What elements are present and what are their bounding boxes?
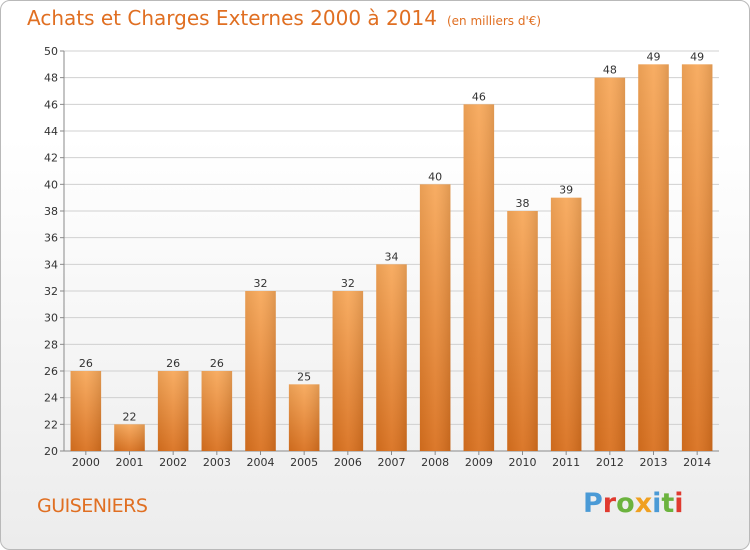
bar-shade-2013 <box>638 64 669 452</box>
data-label-2008: 40 <box>428 170 442 183</box>
x-tick-label-2006: 2006 <box>334 456 362 469</box>
bar-shade-2006 <box>332 291 364 451</box>
y-tick-label: 28 <box>44 338 58 351</box>
data-label-2013: 49 <box>647 50 661 63</box>
y-tick-label: 44 <box>44 125 58 138</box>
y-tick-label: 34 <box>44 258 58 271</box>
logo-letter: i <box>674 488 684 519</box>
x-tick-label-2007: 2007 <box>378 456 406 469</box>
label-layer: 26 22 26 26 32 25 32 34 40 46 38 39 48 49 49 <box>79 50 704 423</box>
bar-shade-2009 <box>463 104 495 451</box>
bar-shade-2011 <box>550 197 582 451</box>
y-tick-label: 36 <box>44 232 58 245</box>
y-tick-label: 30 <box>44 312 58 325</box>
bar-shade-2007 <box>376 264 407 451</box>
x-tick-label-2014: 2014 <box>683 456 711 469</box>
bar-shade-2014 <box>681 64 713 452</box>
x-tick-label-2012: 2012 <box>596 456 624 469</box>
bar-layer <box>70 64 713 452</box>
x-tick-label-2011: 2011 <box>552 456 580 469</box>
bar-shade-2001 <box>114 424 145 451</box>
y-tick-label: 48 <box>44 72 58 85</box>
chart-unit: (en milliers d'€) <box>446 14 542 28</box>
x-tick-label-2005: 2005 <box>290 456 318 469</box>
data-label-2002: 26 <box>166 357 180 370</box>
y-tick-label: 20 <box>44 445 58 458</box>
y-tick-label: 46 <box>44 98 58 111</box>
x-tick-label-2002: 2002 <box>159 456 187 469</box>
chart-title-text: Achats et Charges Externes 2000 à 2014 <box>27 6 437 30</box>
data-label-2009: 46 <box>472 90 486 103</box>
bar-shade-2003 <box>201 371 233 451</box>
logo-letter: P <box>583 488 603 519</box>
chart-title: Achats et Charges Externes 2000 à 2014 (e… <box>27 6 541 30</box>
bar-shade-2000 <box>70 371 102 451</box>
bar-shade-2002 <box>157 371 189 451</box>
y-tick-label: 50 <box>44 45 58 58</box>
x-tick-label-2010: 2010 <box>509 456 537 469</box>
bar-shade-2010 <box>507 211 538 451</box>
proxiti-logo[interactable]: Proxiti <box>583 488 684 519</box>
y-tick-label: 22 <box>44 418 58 431</box>
x-tick-label-2003: 2003 <box>203 456 231 469</box>
data-label-2004: 32 <box>254 277 268 290</box>
logo-letter: x <box>634 488 653 519</box>
data-label-2011: 39 <box>559 184 573 197</box>
x-tick-label-2008: 2008 <box>421 456 449 469</box>
logo-letter: r <box>602 488 617 519</box>
data-label-2006: 32 <box>341 277 355 290</box>
bar-shade-2012 <box>594 77 626 452</box>
data-label-2010: 38 <box>516 197 530 210</box>
data-label-2005: 25 <box>297 370 311 383</box>
x-tick-label-2004: 2004 <box>247 456 275 469</box>
data-label-2003: 26 <box>210 357 224 370</box>
data-label-2014: 49 <box>690 50 704 63</box>
bar-shade-2008 <box>419 184 451 452</box>
bar-shade-2005 <box>288 384 320 451</box>
logo-letter: i <box>652 488 662 519</box>
y-tick-label: 32 <box>44 285 58 298</box>
y-tick-label: 42 <box>44 152 58 165</box>
y-tick-label: 24 <box>44 392 58 405</box>
data-label-2012: 48 <box>603 64 617 77</box>
data-label-2007: 34 <box>385 250 399 263</box>
x-tick-label-2000: 2000 <box>72 456 100 469</box>
y-tick-label: 26 <box>44 365 58 378</box>
x-tick-label-2001: 2001 <box>116 456 144 469</box>
commune-name: GUISENIERS <box>37 495 148 517</box>
data-label-2001: 22 <box>123 410 137 423</box>
bar-shade-2004 <box>245 291 276 451</box>
data-label-2000: 26 <box>79 357 93 370</box>
y-tick-label: 40 <box>44 178 58 191</box>
x-tick-label-2013: 2013 <box>640 456 668 469</box>
x-tick-label-2009: 2009 <box>465 456 493 469</box>
y-tick-label: 38 <box>44 205 58 218</box>
logo-letter: o <box>616 488 635 519</box>
logo-letter: t <box>661 488 675 519</box>
